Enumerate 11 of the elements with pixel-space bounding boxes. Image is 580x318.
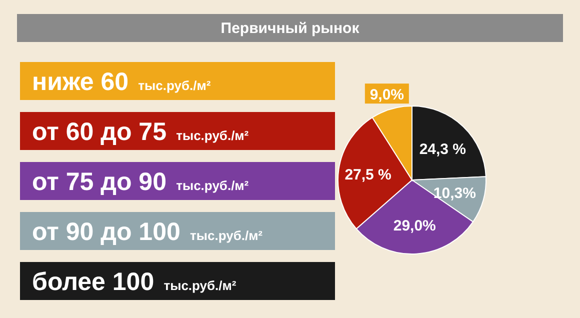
legend-label: ниже 60 тыс.руб./м² [32, 68, 212, 96]
legend-label: от 75 до 90 тыс.руб./м² [32, 168, 250, 196]
data-label: 10,3% [433, 185, 476, 202]
data-label: 27,5 % [344, 166, 392, 184]
legend-label: от 90 до 100 тыс.руб./м² [32, 218, 264, 246]
data-label: 24,3 % [419, 140, 466, 158]
legend-label: от 60 до 75 тыс.руб./м² [32, 118, 250, 146]
data-label: 9,0% [370, 86, 404, 104]
legend-label: более 100 тыс.руб./м² [32, 268, 237, 296]
data-label: 29,0% [393, 217, 436, 234]
chart-title: Первичный рынок [220, 20, 360, 37]
